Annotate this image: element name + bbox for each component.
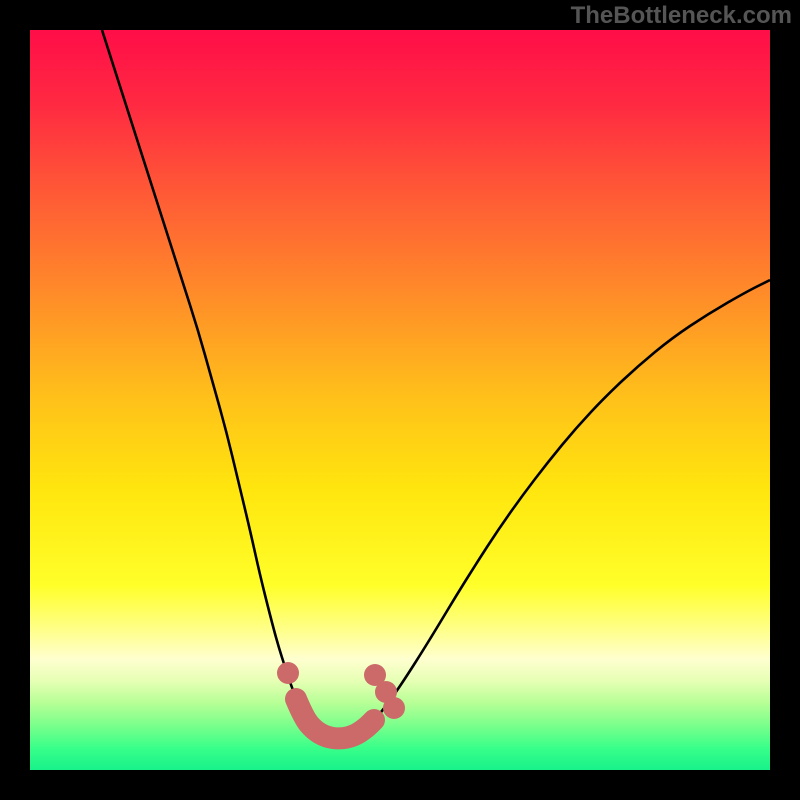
plot-area [30, 30, 770, 770]
chart-frame: TheBottleneck.com [0, 0, 800, 800]
marker-left [277, 662, 299, 684]
bottleneck-curve [102, 30, 770, 736]
valley-highlight [296, 699, 374, 738]
marker-right-2 [383, 697, 405, 719]
curve-overlay [30, 30, 770, 770]
watermark-text: TheBottleneck.com [571, 2, 792, 30]
